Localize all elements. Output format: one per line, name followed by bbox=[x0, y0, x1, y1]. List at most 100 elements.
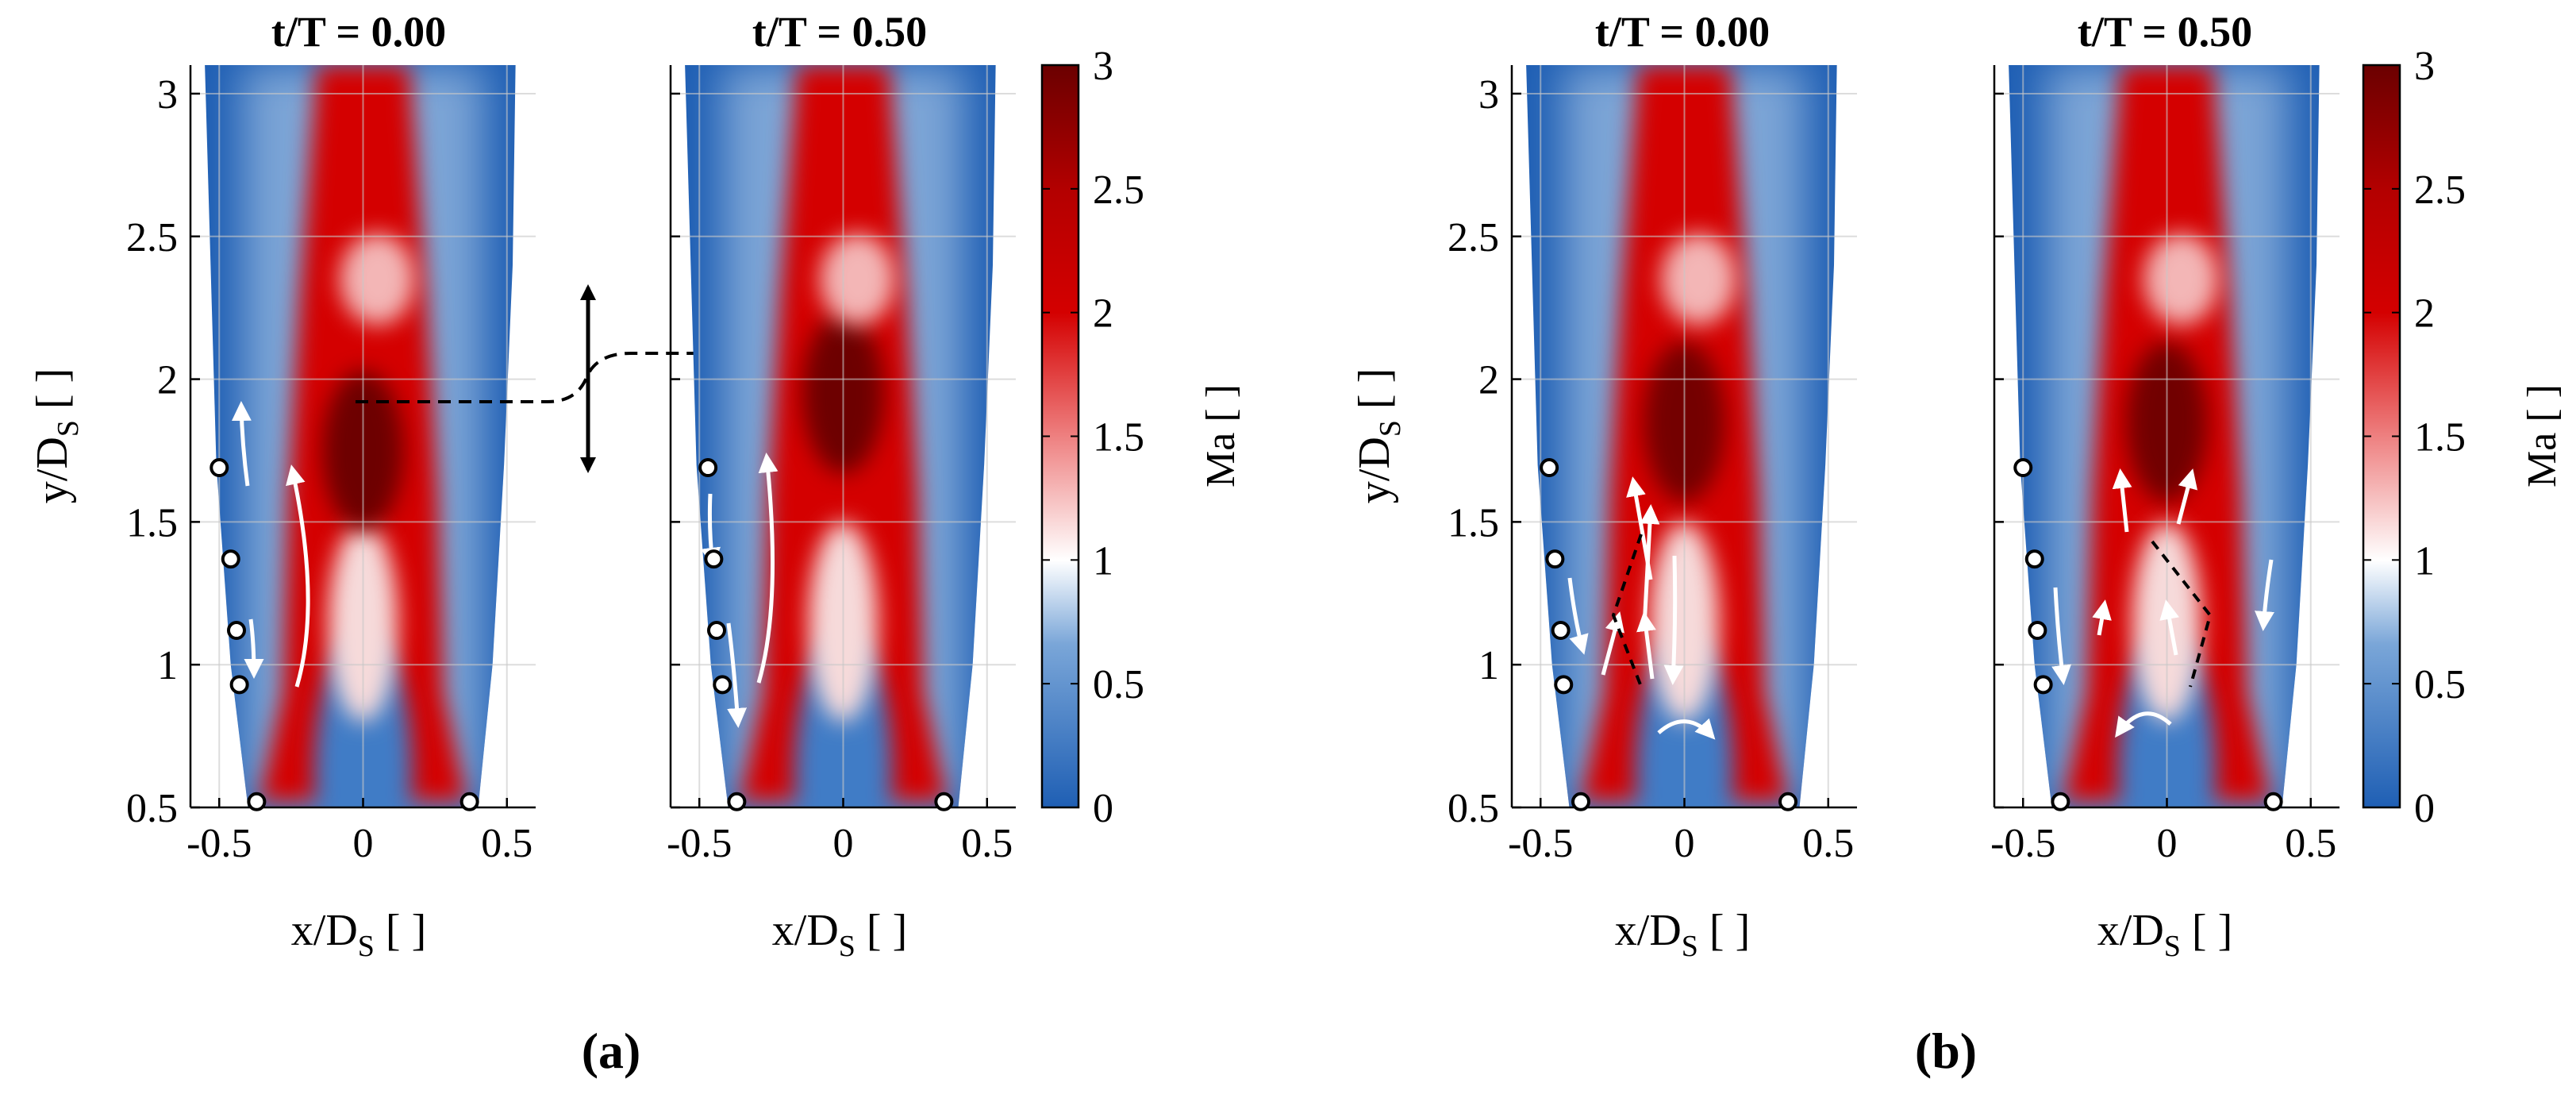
flow-arrow bbox=[2115, 711, 2172, 738]
flow-arrow bbox=[2176, 468, 2198, 525]
flow-arrow bbox=[1663, 555, 1684, 685]
pressure-tap-marker bbox=[934, 792, 954, 811]
y-axis-label-a: y/DS [ ] bbox=[28, 368, 85, 503]
pressure-tap-marker bbox=[1540, 458, 1559, 478]
flow-arrow bbox=[1640, 504, 1660, 628]
panel-title: t/T = 0.50 bbox=[2078, 8, 2252, 56]
pressure-tap-marker bbox=[210, 458, 229, 478]
x-tick-label: 0.5 bbox=[481, 821, 533, 866]
y-tick-label: 2 bbox=[157, 358, 178, 403]
flow-annotations bbox=[210, 284, 859, 811]
colorbar-tick-label: 2 bbox=[1093, 291, 1113, 337]
colorbar-ticks: 0 0.5 1 1.5 2 2.5 3 bbox=[2363, 44, 2466, 831]
pressure-tap-marker bbox=[2024, 549, 2044, 569]
y-tick-label: 3 bbox=[1478, 72, 1499, 118]
y-tick-label: 2.5 bbox=[1448, 215, 1499, 260]
x-tick-label: 0 bbox=[833, 821, 854, 866]
flow-arrow bbox=[2112, 468, 2132, 533]
colorbar-label: Ma [ ] bbox=[1198, 384, 1244, 487]
pressure-tap-marker bbox=[713, 675, 732, 695]
colorbar-tick-label: 0 bbox=[2414, 786, 2435, 831]
x-axis-label: x/DS [ ] bbox=[1615, 906, 1750, 963]
pressure-tap-marker bbox=[1551, 621, 1571, 641]
y-tick-label: 3 bbox=[157, 72, 178, 118]
pressure-tap-marker bbox=[2051, 792, 2070, 811]
colorbar-tick-label: 0.5 bbox=[2414, 662, 2466, 707]
flow-arrow bbox=[286, 464, 310, 688]
colorbar-tick-label: 1.5 bbox=[1093, 415, 1144, 460]
pressure-tap-marker bbox=[1571, 792, 1590, 811]
axis-labels: y/DS [ ] y/DS [ ] x/DS [ ] x/DS [ ] x/DS… bbox=[28, 368, 2232, 963]
pressure-tap-marker bbox=[227, 621, 246, 641]
x-tick-label: 0 bbox=[1674, 821, 1695, 866]
pressure-tap-marker bbox=[2028, 621, 2047, 641]
axes: -0.5 0 0.5 0.5 1 1.5 2 2.5 3 bbox=[1448, 65, 1857, 866]
pressure-tap-marker bbox=[2033, 675, 2053, 695]
colorbar-b: 0 0.5 1 1.5 2 2.5 3 Ma [ ] bbox=[2362, 44, 2565, 831]
panel-title: t/T = 0.00 bbox=[271, 8, 446, 56]
flow-arrow bbox=[2051, 587, 2072, 685]
pressure-tap-marker bbox=[704, 549, 724, 569]
colorbar-tick-label: 3 bbox=[2414, 44, 2435, 89]
panel-a-t05: t/T = 0.50 -0.5 0 0.5 bbox=[667, 8, 1016, 866]
y-tick-label: 2.5 bbox=[126, 215, 178, 260]
panel-b-t0: t/T = 0.00 -0.5 0 0.5 0.5 1 1.5 2 2.5 3 bbox=[1448, 8, 1857, 866]
x-axis-label: x/DS [ ] bbox=[772, 906, 907, 963]
colorbar-tick-label: 0 bbox=[1093, 786, 1113, 831]
y-tick-label: 0.5 bbox=[126, 786, 178, 831]
downstream-cell bbox=[2143, 233, 2219, 326]
colorbar-tick-label: 2 bbox=[2414, 291, 2435, 337]
flow-arrow bbox=[1636, 611, 1656, 680]
x-axis-label: x/DS [ ] bbox=[2097, 906, 2232, 963]
x-tick-label: -0.5 bbox=[667, 821, 732, 866]
panel-title: t/T = 0.00 bbox=[1595, 8, 1770, 56]
flow-arrow bbox=[244, 618, 264, 679]
shock-line bbox=[1611, 534, 1644, 692]
y-tick-label: 1 bbox=[1478, 643, 1499, 688]
y-tick-label: 1 bbox=[157, 643, 178, 688]
pressure-tap-marker bbox=[221, 549, 240, 569]
downstream-cell bbox=[820, 233, 895, 326]
flow-arrow bbox=[1567, 577, 1589, 655]
pressure-tap-marker bbox=[2013, 458, 2033, 478]
y-tick-label: 0.5 bbox=[1448, 786, 1499, 831]
flow-arrow bbox=[231, 401, 252, 487]
pressure-tap-marker bbox=[1778, 792, 1797, 811]
pressure-tap-marker bbox=[707, 621, 726, 641]
pressure-tap-marker bbox=[247, 792, 267, 811]
flow-arrow bbox=[1601, 611, 1624, 676]
flow-annotations bbox=[698, 453, 954, 811]
panel-b-t05: t/T = 0.50 -0.5 0 0.5 bbox=[1990, 8, 2340, 866]
x-tick-label: 0.5 bbox=[2285, 821, 2336, 866]
flow-arrow bbox=[2159, 599, 2179, 656]
panel-title: t/T = 0.50 bbox=[752, 8, 927, 56]
pressure-tap-marker bbox=[727, 792, 747, 811]
flow-arrow bbox=[726, 622, 748, 728]
x-tick-label: -0.5 bbox=[186, 821, 252, 866]
y-tick-label: 2 bbox=[1478, 358, 1499, 403]
pressure-tap-marker bbox=[698, 458, 718, 478]
pressure-tap-marker bbox=[229, 675, 249, 695]
x-axis-label: x/DS [ ] bbox=[291, 906, 426, 963]
colorbar-tick-label: 1 bbox=[1093, 538, 1113, 584]
flow-arrow bbox=[2092, 599, 2112, 636]
axes: -0.5 0 0.5 bbox=[1990, 65, 2340, 866]
grid-lines bbox=[1512, 65, 1857, 808]
panel-a-t0: t/T = 0.00 -0.5 0 0.5 0.5 1 1.5 2 2.5 3 bbox=[126, 8, 859, 866]
flow-arrow bbox=[756, 453, 779, 684]
x-tick-label: 0.5 bbox=[961, 821, 1013, 866]
colorbar-tick-label: 3 bbox=[1093, 44, 1113, 89]
pressure-tap-marker bbox=[1554, 675, 1574, 695]
flow-arrow bbox=[1657, 718, 1716, 740]
colorbar-ticks: 0 0.5 1 1.5 2 2.5 3 bbox=[1042, 44, 1144, 831]
pressure-tap-marker bbox=[459, 792, 479, 811]
flow-arrow bbox=[2255, 559, 2274, 631]
y-tick-label: 1.5 bbox=[126, 500, 178, 545]
colorbar-tick-label: 2.5 bbox=[1093, 168, 1144, 213]
colorbar-label: Ma [ ] bbox=[2520, 384, 2565, 487]
x-tick-label: -0.5 bbox=[1508, 821, 1573, 866]
x-tick-label: -0.5 bbox=[1990, 821, 2055, 866]
axes: -0.5 0 0.5 bbox=[667, 65, 1016, 866]
colorbar-tick-label: 1 bbox=[2414, 538, 2435, 584]
